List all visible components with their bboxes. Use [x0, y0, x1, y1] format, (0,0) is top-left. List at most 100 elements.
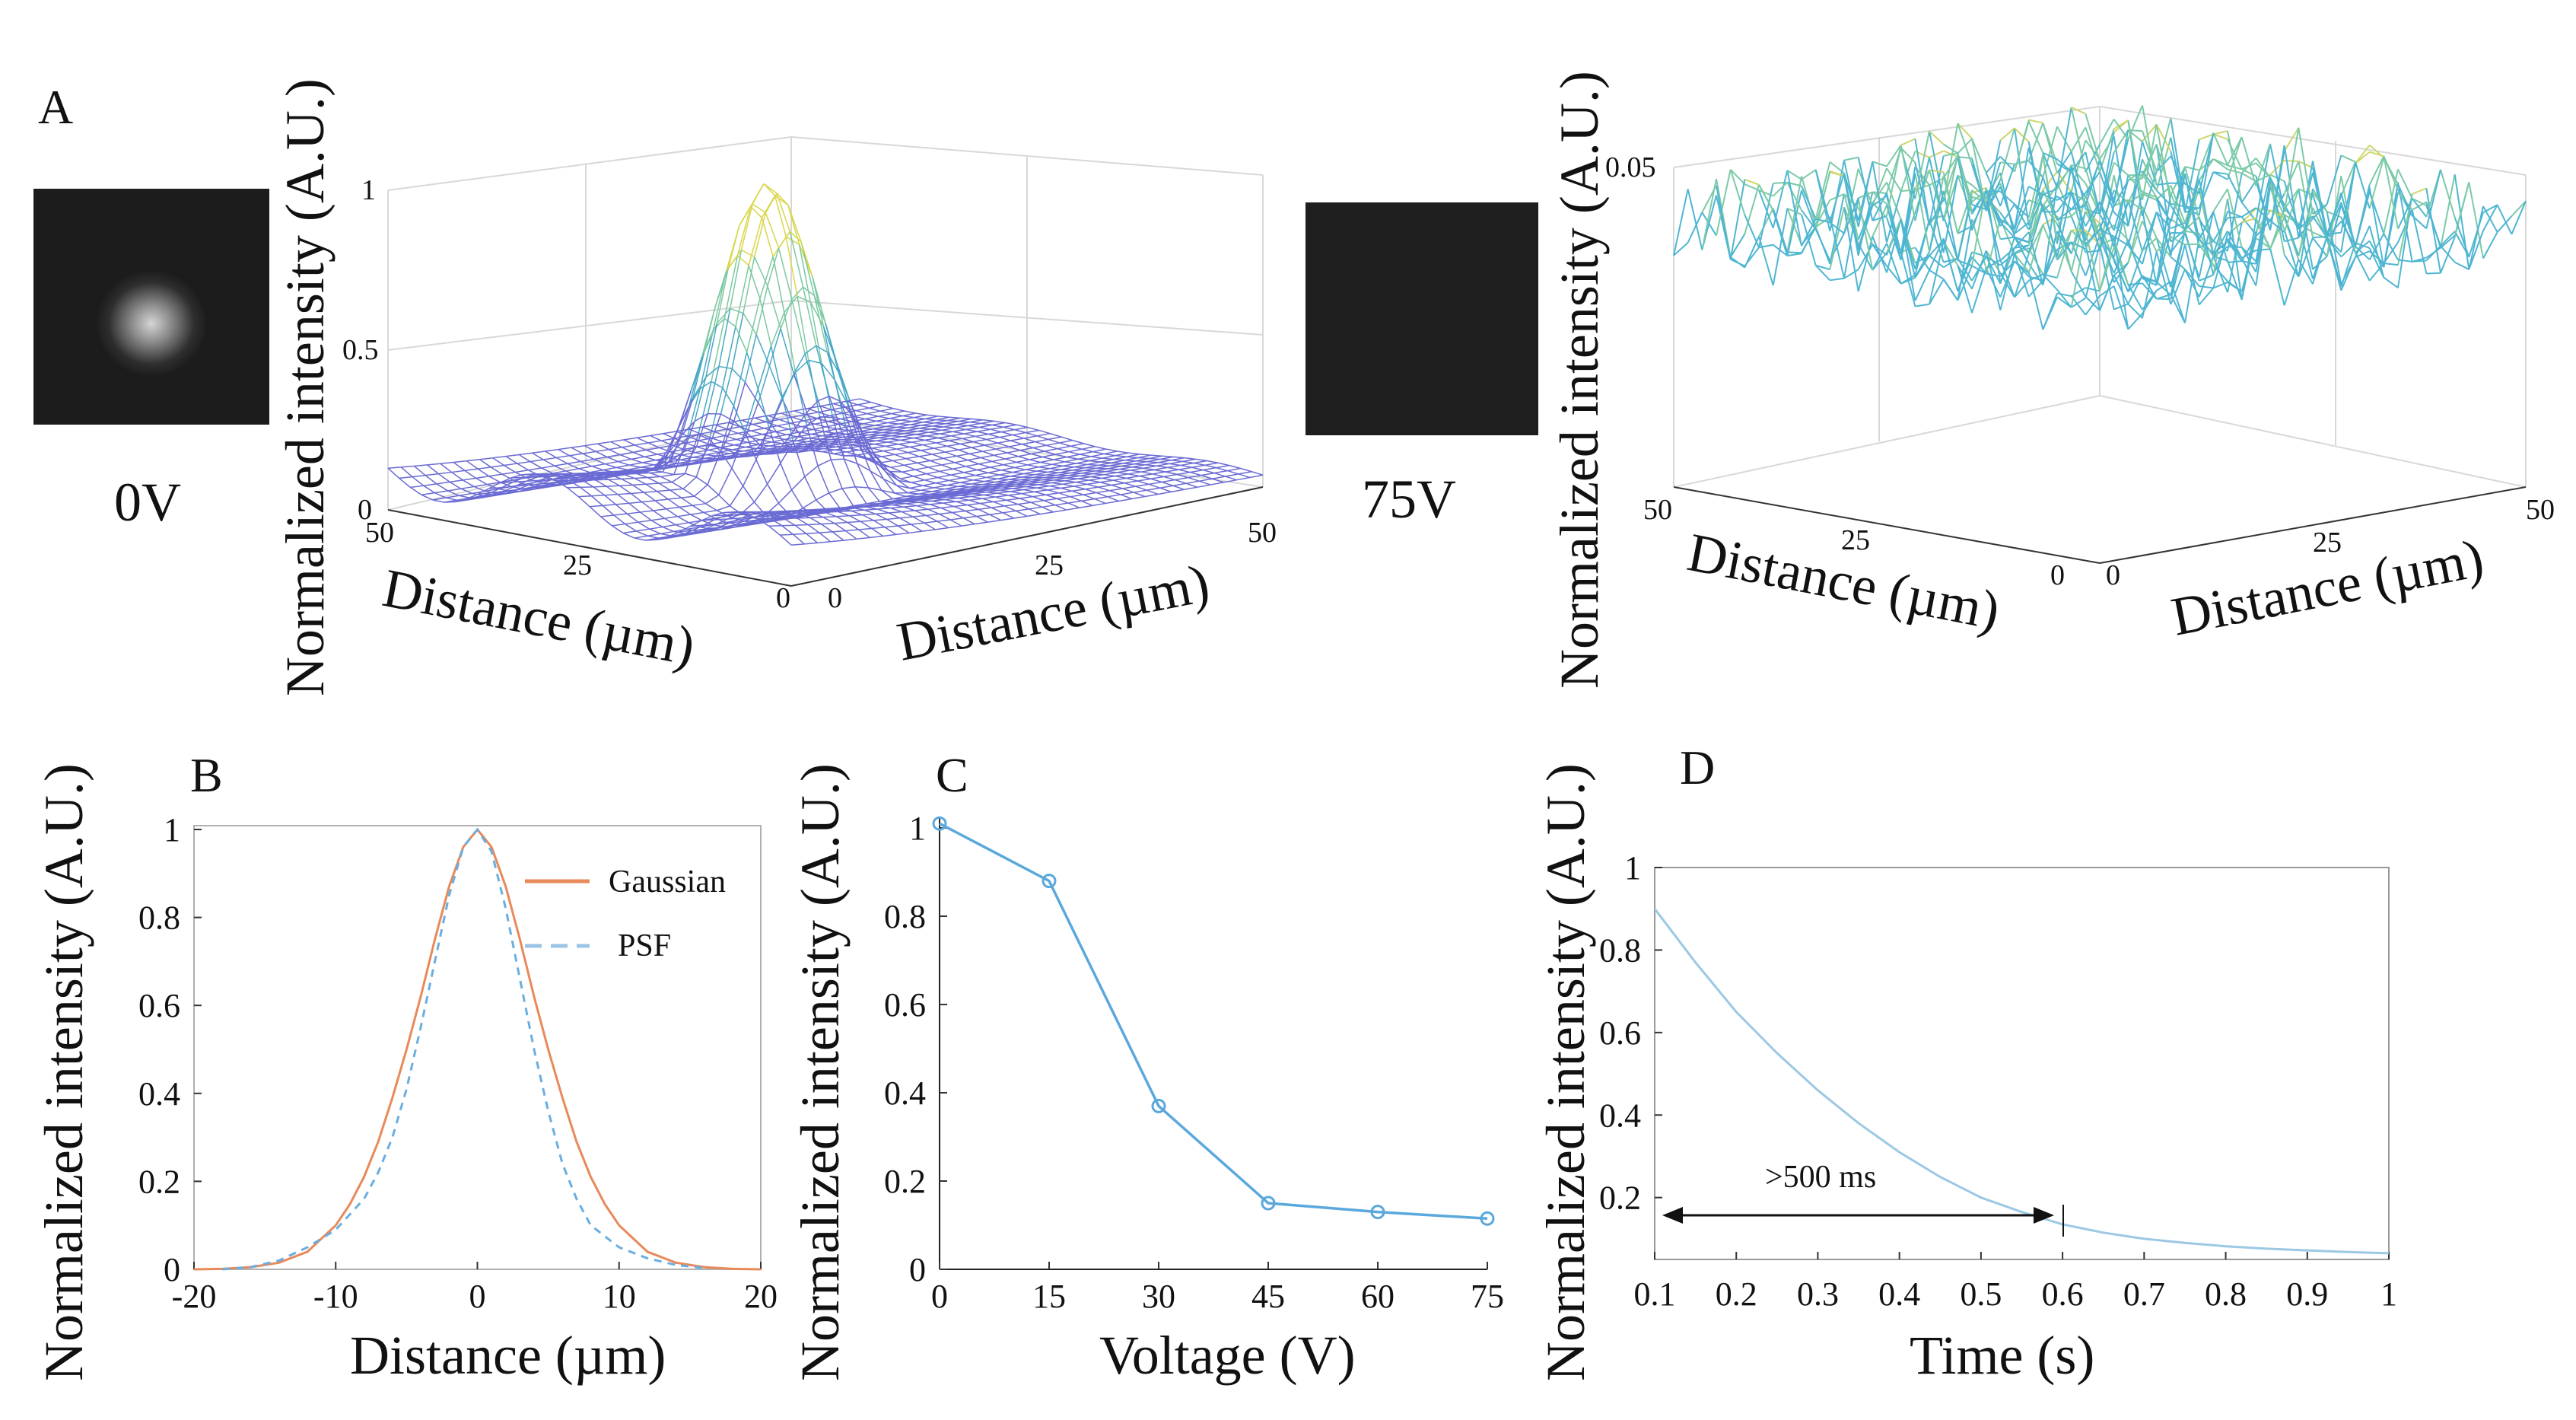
- mesh-75v-segment: [2184, 233, 2200, 278]
- mesh-75v-segment: [2056, 230, 2072, 279]
- mesh-0v-segment: [911, 439, 925, 443]
- mesh-0v-segment: [1032, 447, 1045, 452]
- mesh-75v-segment: [2099, 135, 2115, 160]
- mesh-75v-segment: [2156, 281, 2171, 291]
- mesh-0v-segment: [715, 422, 729, 425]
- mesh-75v-segment: [2227, 138, 2243, 170]
- mesh-0v-segment: [962, 477, 974, 481]
- mesh-0v-segment: [921, 450, 933, 455]
- mesh-0v-segment: [1225, 473, 1239, 477]
- mesh-0v-segment: [744, 388, 759, 432]
- mesh-0v-segment: [750, 205, 762, 218]
- mesh-75v-segment: [2397, 169, 2413, 199]
- mesh-75v-segment: [1857, 198, 1874, 271]
- mesh-0v-segment: [865, 418, 877, 422]
- mesh-0v-segment: [668, 457, 680, 461]
- mesh-0v-segment: [712, 318, 725, 331]
- mesh-0v-segment: [421, 494, 434, 501]
- mesh-0v-segment: [1000, 466, 1015, 471]
- mesh-0v-segment: [905, 456, 920, 460]
- mesh-0v-segment: [916, 504, 930, 507]
- mesh-0v-segment: [1167, 464, 1181, 469]
- mesh-0v-segment: [817, 465, 830, 494]
- mesh-0v-segment: [504, 463, 517, 466]
- mesh-0v-segment: [1027, 464, 1039, 468]
- mesh-0v-segment: [889, 500, 901, 504]
- mesh-0v-segment: [683, 446, 697, 451]
- mesh-0v-segment: [940, 507, 952, 514]
- mesh-75v-segment: [2227, 240, 2243, 262]
- mesh-0v-segment: [1163, 473, 1178, 478]
- mesh-75v-segment: [2155, 189, 2172, 206]
- mesh-0v-segment: [1077, 458, 1089, 462]
- mesh-0v-segment: [1149, 457, 1161, 460]
- mesh-0v-segment: [649, 472, 661, 478]
- mesh-0v-segment: [821, 363, 834, 419]
- mesh-0v-segment: [1127, 471, 1142, 475]
- mesh-0v-segment: [867, 410, 881, 415]
- mesh-0v-segment: [679, 457, 693, 461]
- mesh-0v-segment: [808, 510, 820, 515]
- mesh-0v-segment: [1054, 502, 1069, 506]
- mesh-75v-segment: [2113, 258, 2129, 292]
- mesh-0v-segment: [1051, 463, 1064, 467]
- mesh-0v-segment: [806, 509, 818, 514]
- mesh-0v-segment: [577, 474, 589, 478]
- mesh-0v-segment: [571, 447, 584, 454]
- mesh-0v-segment: [1012, 488, 1024, 491]
- mesh-75v-segment: [2368, 157, 2385, 209]
- mesh-75v-segment: [1801, 218, 1817, 247]
- mesh-0v-segment: [933, 498, 946, 501]
- mesh-0v-segment: [943, 426, 956, 429]
- mesh-0v-segment: [492, 455, 507, 459]
- mesh-0v-segment: [1113, 477, 1127, 481]
- mesh-0v-segment: [995, 496, 1007, 501]
- mesh-0v-segment: [567, 463, 580, 470]
- mesh-75v-segment: [2184, 183, 2200, 195]
- mesh-0v-segment: [816, 415, 830, 419]
- mesh-0v-segment: [865, 415, 879, 420]
- mesh-0v-segment: [453, 461, 466, 471]
- mesh-0v-segment: [597, 441, 611, 444]
- mesh-0v-segment: [703, 511, 716, 519]
- mesh-0v-segment: [595, 451, 608, 458]
- mesh-0v-segment: [1031, 453, 1043, 458]
- mesh-0v-segment: [944, 498, 956, 502]
- image-75v: [1305, 202, 1538, 435]
- mesh-75v-segment: [2071, 205, 2086, 211]
- mesh-75v-segment: [2198, 238, 2215, 255]
- mesh-0v-segment: [565, 468, 579, 472]
- mesh-75v-segment: [2155, 236, 2172, 253]
- mesh-0v-segment: [922, 482, 937, 486]
- mesh-0v-segment: [657, 491, 669, 500]
- mesh-0v-segment: [561, 473, 574, 475]
- mesh-0v-segment: [1067, 454, 1080, 458]
- mesh-75v-segment: [2070, 191, 2087, 227]
- mesh-0v-segment: [967, 502, 981, 506]
- mesh-0v-segment: [1061, 486, 1074, 489]
- mesh-75v-segment: [1985, 202, 2002, 261]
- mesh-0v-segment: [1046, 444, 1058, 450]
- mesh-0v-segment: [625, 523, 637, 532]
- mesh-75v-segment: [2142, 210, 2158, 286]
- mesh-0v-segment: [705, 451, 720, 456]
- y-tick-75v-50: 50: [2526, 494, 2555, 526]
- mesh-0v-segment: [692, 524, 704, 531]
- mesh-0v-segment: [487, 483, 499, 490]
- mesh-75v-segment: [2056, 296, 2072, 308]
- mesh-75v-segment: [2171, 182, 2186, 185]
- mesh-0v-segment: [466, 493, 479, 500]
- mesh-0v-segment: [692, 503, 706, 506]
- mesh-0v-segment: [962, 435, 976, 440]
- mesh-0v-segment: [1141, 471, 1153, 475]
- mesh-0v-segment: [926, 435, 938, 439]
- mesh-0v-segment: [450, 479, 463, 483]
- mesh-0v-segment: [1180, 462, 1194, 466]
- mesh-0v-segment: [1081, 473, 1093, 475]
- mesh-0v-segment: [1184, 486, 1198, 491]
- mesh-75v-segment: [2227, 136, 2243, 166]
- mesh-75v-segment: [2198, 132, 2215, 194]
- mesh-0v-segment: [606, 486, 619, 495]
- mesh-0v-segment: [1029, 506, 1042, 510]
- mesh-75v-segment: [2255, 180, 2271, 231]
